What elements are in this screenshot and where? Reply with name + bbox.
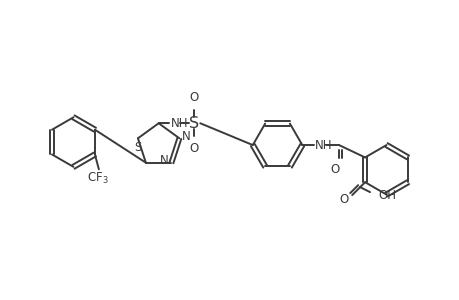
Text: NH: NH	[170, 117, 188, 130]
Text: CF$_3$: CF$_3$	[87, 171, 108, 186]
Text: OH: OH	[377, 189, 395, 202]
Text: N: N	[182, 130, 190, 143]
Text: O: O	[189, 92, 199, 104]
Text: O: O	[330, 163, 339, 176]
Text: N: N	[159, 154, 168, 167]
Text: O: O	[189, 142, 199, 155]
Text: O: O	[338, 193, 347, 206]
Text: S: S	[189, 116, 199, 131]
Text: S: S	[134, 141, 141, 154]
Text: NH: NH	[314, 139, 332, 152]
